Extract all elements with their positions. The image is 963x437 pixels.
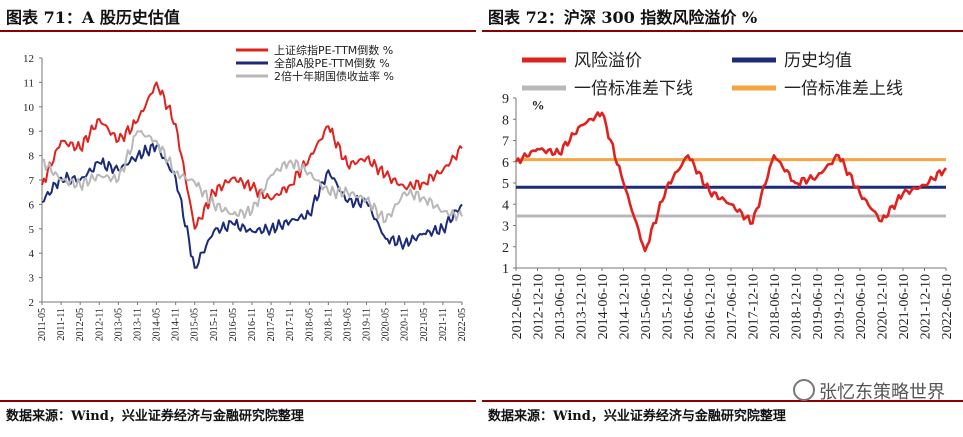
- series-line-3: [41, 129, 463, 224]
- x-tick-label: 2017-06-10: [725, 274, 740, 339]
- y-tick-label: 4: [29, 248, 35, 260]
- x-tick-label: 2015-05: [190, 308, 201, 341]
- y-tick-label: 6: [502, 156, 509, 171]
- y-tick-label: 11: [23, 77, 34, 89]
- x-tick-label: 2014-12-10: [618, 274, 633, 339]
- x-tick-label: 2021-05: [419, 308, 430, 341]
- x-tick-label: 2016-06-10: [682, 274, 697, 339]
- legend-label: 一倍标准差下线: [574, 79, 693, 99]
- y-tick-label: 2: [502, 241, 509, 256]
- x-tick-label: 2013-05: [113, 308, 124, 341]
- y-tick-label: 1: [502, 262, 509, 277]
- x-tick-label: 2020-11: [400, 308, 411, 341]
- x-tick-label: 2016-12-10: [704, 274, 719, 339]
- left-source-note: 数据来源：Wind，兴业证券经济与金融研究院整理: [6, 409, 304, 424]
- x-tick-label: 2021-11: [438, 308, 449, 341]
- x-tick-label: 2014-05: [152, 308, 163, 341]
- x-tick-label: 2018-06-10: [768, 274, 783, 339]
- x-tick-label: 2022-05: [457, 308, 468, 341]
- x-tick-label: 2021-12-10: [919, 274, 934, 339]
- y-tick-label: 5: [502, 177, 509, 192]
- x-tick-label: 2017-05: [266, 308, 277, 341]
- y-tick-label: 8: [502, 113, 509, 128]
- x-tick-label: 2018-05: [304, 308, 315, 341]
- series-line-2: [41, 143, 463, 269]
- y-tick-label: 7: [502, 135, 509, 150]
- watermark-text: 张忆东策略世界: [819, 382, 945, 403]
- legend-label: 2倍十年期国债收益率 %: [274, 69, 394, 83]
- x-tick-label: 2016-11: [247, 308, 258, 341]
- x-tick-label: 2014-11: [171, 308, 182, 341]
- x-tick-label: 2017-12-10: [747, 274, 762, 339]
- x-tick-label: 2015-11: [209, 308, 220, 341]
- pe-valuation-chart: 2 3 4 5 6 7 8 9 10 11 12 2011-05 2011-11 2012-05 2012-…: [23, 43, 468, 341]
- x-tick-label: 2022-06-10: [940, 274, 955, 339]
- y-tick-label: 5: [29, 224, 35, 236]
- x-tick-label: 2018-11: [323, 308, 334, 341]
- x-tick-label: 2015-06-10: [639, 274, 654, 339]
- y-tick-label: 9: [29, 126, 35, 138]
- x-tick-label: 2015-12-10: [661, 274, 676, 339]
- right-chart-title: 图表 72：沪深 300 指数风险溢价 %: [488, 8, 758, 27]
- x-tick-label: 2014-06-10: [596, 274, 611, 339]
- y-tick-label: 12: [23, 53, 34, 65]
- legend-label: 历史均值: [784, 51, 852, 71]
- legend-label: 风险溢价: [574, 51, 642, 71]
- legend-label: 全部A股PE-TTM倒数 %: [274, 56, 390, 70]
- series-line-1: [41, 81, 463, 230]
- x-tick-label: 2012-06-10: [510, 274, 525, 339]
- x-tick-label: 2011-05: [37, 308, 48, 341]
- y-tick-label: 3: [29, 273, 35, 285]
- x-tick-label: 2019-05: [342, 308, 353, 341]
- x-tick-label: 2020-12-10: [876, 274, 891, 339]
- x-tick-label: 2011-11: [56, 308, 67, 341]
- x-tick-label: 2018-12-10: [790, 274, 805, 339]
- x-tick-label: 2019-12-10: [833, 274, 848, 339]
- y-tick-label: 2: [29, 297, 35, 309]
- x-tick-label: 2019-11: [362, 308, 373, 341]
- risk-premium-chart: 1 2 3 4 5 6 7 8 9 % 2012-06-10 2012-12-10 2013-06-10…: [502, 51, 955, 339]
- x-tick-label: 2017-11: [285, 308, 296, 341]
- x-tick-label: 2020-05: [381, 308, 392, 341]
- x-tick-label: 2013-11: [132, 308, 143, 341]
- legend-label: 一倍标准差上线: [784, 79, 903, 99]
- x-tick-label: 2020-06-10: [854, 274, 869, 339]
- x-tick-label: 2021-06-10: [897, 274, 912, 339]
- y-tick-label: 10: [23, 102, 35, 114]
- left-chart-title: 图表 71：A 股历史估值: [6, 8, 180, 27]
- right-title-rule: [482, 30, 963, 32]
- y-tick-label: 3: [502, 220, 509, 235]
- legend-label: 上证综指PE-TTM倒数 %: [274, 43, 393, 57]
- y-tick-label: 9: [502, 92, 509, 107]
- y-tick-label: 7: [29, 175, 35, 187]
- watermark: 张忆东策略世界: [793, 378, 945, 404]
- x-tick-label: 2013-06-10: [553, 274, 568, 339]
- x-tick-label: 2012-12-10: [532, 274, 547, 339]
- x-tick-label: 2016-05: [228, 308, 239, 341]
- x-tick-label: 2012-11: [94, 308, 105, 341]
- right-source-rule: [482, 400, 963, 402]
- left-title-rule: [0, 30, 476, 32]
- left-source-rule: [0, 400, 476, 402]
- right-panel: 图表 72：沪深 300 指数风险溢价 % 1 2 3 4 5 6 7 8 9% 2012-06-…: [482, 0, 963, 437]
- y-tick-label: 6: [29, 199, 35, 211]
- x-tick-label: 2013-12-10: [575, 274, 590, 339]
- y-unit-label: %: [532, 98, 545, 113]
- left-panel: 图表 71：A 股历史估值 2 3 4 5 6 7 8 9 10 11 12 2011-05 2011-…: [0, 0, 476, 437]
- x-tick-label: 2012-05: [75, 308, 86, 341]
- right-source-note: 数据来源：Wind，兴业证券经济与金融研究院整理: [488, 409, 786, 424]
- x-tick-label: 2019-06-10: [811, 274, 826, 339]
- wechat-logo-icon: [793, 379, 815, 401]
- risk-premium-line: [514, 111, 948, 253]
- y-tick-label: 4: [502, 198, 509, 213]
- y-tick-label: 8: [29, 151, 35, 163]
